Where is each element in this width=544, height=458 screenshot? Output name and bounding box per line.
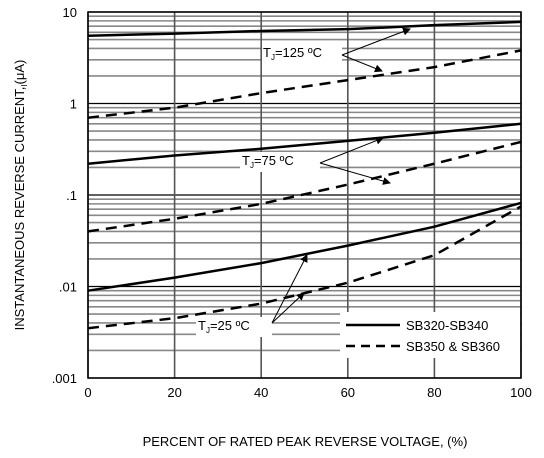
y-tick-label: 10 (63, 5, 77, 20)
series-layer (87, 20, 522, 330)
annotation-3-label: TJ=25 ºC (198, 318, 250, 335)
legend: SB320-SB340 SB350 & SB360 (340, 312, 520, 358)
annotation-layer: TJ=125 ºC TJ=75 ºC TJ=25 ºC (196, 27, 411, 337)
annotation-3-arrow-2 (271, 292, 305, 324)
x-axis-title: PERCENT OF RATED PEAK REVERSE VOLTAGE, (… (143, 434, 468, 449)
tick-labels: 0 20 40 60 80 100 .001 .01 .1 1 10 (52, 5, 532, 400)
legend-label-1: SB320-SB340 (406, 318, 488, 333)
annotation-1-label: TJ=125 ºC (263, 45, 322, 62)
axis-titles: PERCENT OF RATED PEAK REVERSE VOLTAGE, (… (12, 60, 467, 449)
annotation-1-background (262, 45, 342, 65)
legend-label-2: SB350 & SB360 (406, 339, 500, 354)
x-tick-label: 100 (510, 385, 532, 400)
annotation-3-arrow-1 (271, 254, 308, 324)
annotation-3-background (196, 317, 272, 337)
y-tick-label: .001 (52, 371, 77, 386)
x-tick-label: 0 (84, 385, 91, 400)
x-tick-label: 60 (341, 385, 355, 400)
series-3-solid-line (87, 122, 522, 165)
series-4-dashed-line (87, 140, 522, 233)
y-tick-label: .01 (59, 280, 77, 295)
plot-frame (87, 11, 522, 379)
annotation-2-label: TJ=75 ºC (242, 153, 294, 170)
annotation-2-arrow-1 (319, 136, 384, 164)
x-tick-label: 20 (167, 385, 181, 400)
x-tick-label: 40 (254, 385, 268, 400)
y-tick-label: .1 (66, 188, 77, 203)
legend-box (340, 312, 520, 358)
grid (87, 11, 522, 379)
y-tick-label: 1 (70, 97, 77, 112)
annotation-2-arrow-2 (319, 162, 391, 185)
series-2-dashed-line (87, 49, 522, 119)
annotation-1-arrow-1 (341, 27, 411, 56)
series-1-solid-line (87, 20, 522, 38)
x-tick-label: 80 (427, 385, 441, 400)
annotation-2-background (240, 152, 320, 172)
y-axis-title: INSTANTANEOUS REVERSE CURRENT,I(μA) (12, 60, 29, 331)
annotation-1-arrow-2 (341, 54, 383, 73)
